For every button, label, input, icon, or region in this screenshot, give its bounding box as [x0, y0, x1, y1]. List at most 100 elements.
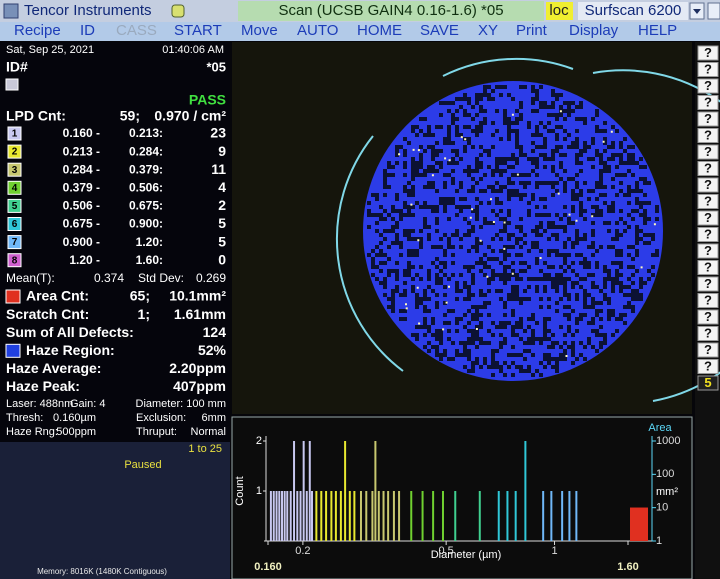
slot-box[interactable]	[697, 243, 719, 259]
cassette-state: Paused	[124, 459, 161, 471]
slot-box[interactable]	[697, 293, 719, 308]
count-label: Count	[234, 476, 246, 505]
menu-item[interactable]: HELP	[638, 22, 677, 39]
histogram-bar	[421, 491, 424, 541]
histogram-bar	[302, 441, 305, 541]
bin-icon[interactable]	[7, 253, 22, 268]
histogram-bar	[506, 491, 509, 541]
histogram-bar	[575, 491, 578, 541]
slot-status: ?	[704, 45, 712, 60]
menu-item[interactable]: Recipe	[14, 22, 61, 39]
slot-box[interactable]	[697, 78, 719, 94]
loc-box[interactable]	[546, 2, 573, 20]
histogram-bar	[542, 491, 545, 541]
bin-count: 0	[218, 251, 226, 267]
stat-icon[interactable]	[5, 343, 21, 358]
slot-box[interactable]	[697, 45, 719, 61]
slot-box[interactable]	[697, 342, 719, 358]
slot-box[interactable]	[697, 177, 719, 193]
menu-item[interactable]: ID	[80, 22, 95, 39]
menu-item[interactable]: Display	[569, 22, 619, 39]
bin-index: 6	[12, 219, 18, 230]
setting-label: Exclusion:	[136, 412, 186, 424]
id-icon[interactable]	[5, 78, 19, 91]
slot-box[interactable]	[697, 359, 719, 374]
slot-box[interactable]	[697, 161, 719, 176]
setting: Laser: 488nm	[6, 398, 73, 410]
bin-index: 3	[12, 165, 18, 176]
result: PASS	[189, 92, 226, 108]
bin-icon[interactable]	[7, 126, 22, 141]
id-value: *05	[206, 59, 226, 74]
slot-box[interactable]	[697, 210, 719, 226]
histogram-bar	[524, 441, 527, 541]
menu-item[interactable]: HOME	[357, 22, 402, 39]
bin-count: 4	[218, 179, 226, 195]
setting: Gain: 4	[70, 398, 105, 410]
menu-item[interactable]: XY	[478, 22, 498, 39]
scan-title: Scan (UCSB GAIN4 0.16-1.6) *05	[278, 2, 503, 19]
menu-item[interactable]: SAVE	[420, 22, 459, 39]
memory: Memory: 8016K (1480K Contiguous)	[37, 567, 167, 576]
histogram-bar	[310, 491, 313, 541]
stat-value: 124	[203, 324, 227, 340]
scroll-button[interactable]	[707, 2, 720, 20]
y2-tick-label: 10	[656, 502, 668, 514]
mean-value: 0.374	[94, 271, 124, 285]
slot-box[interactable]	[697, 227, 719, 242]
histogram-panel	[231, 416, 693, 579]
slot-box[interactable]	[697, 111, 719, 127]
lpd-label: LPD Cnt:	[6, 108, 66, 124]
slot-box[interactable]	[697, 276, 719, 292]
stat-label: Haze Average:	[6, 360, 101, 376]
slot-box[interactable]	[697, 375, 719, 391]
bin-icon[interactable]	[7, 144, 22, 159]
y2-tick-label: 1	[656, 535, 662, 547]
bin-high: 0.900:	[129, 217, 163, 231]
slot-box[interactable]	[697, 194, 719, 209]
slot-box[interactable]	[697, 95, 719, 110]
bin-index: 1	[12, 129, 18, 140]
std-value: 0.269	[196, 271, 226, 285]
slot-status: ?	[704, 111, 712, 126]
bin-icon[interactable]	[7, 162, 22, 177]
setting-value: 6mm	[202, 412, 226, 424]
slot-box[interactable]	[697, 260, 719, 275]
bin-count: 23	[210, 125, 226, 141]
bin-icon[interactable]	[7, 217, 22, 231]
setting-value: 500ppm	[56, 426, 96, 438]
histogram-bar	[299, 491, 302, 541]
menu-item[interactable]: Move	[241, 22, 278, 39]
menu-item[interactable]: CASS	[116, 22, 157, 39]
bin-icon[interactable]	[7, 235, 22, 250]
slot-status: ?	[704, 177, 712, 192]
x-tick-label: 1	[551, 545, 557, 557]
y-tick-label: 1	[256, 485, 262, 497]
loc-label[interactable]: loc	[549, 2, 569, 19]
stat-icon[interactable]	[5, 289, 21, 304]
bin-icon[interactable]	[7, 180, 22, 195]
stat-label: Haze Region:	[26, 342, 115, 358]
bin-count: 9	[218, 143, 226, 159]
model-field	[578, 2, 688, 20]
x-axis-label: Diameter (µm)	[431, 549, 502, 561]
slot-status: ?	[704, 276, 712, 291]
results-panel	[0, 42, 230, 442]
slot-box[interactable]	[697, 326, 719, 341]
bin-low: 0.675 -	[63, 217, 100, 231]
menu-item[interactable]: START	[174, 22, 222, 39]
db-icon	[171, 4, 185, 18]
histogram-bar	[441, 491, 444, 541]
slot-box[interactable]	[697, 144, 719, 160]
slot-status: ?	[704, 78, 712, 93]
time: 01:40:06 AM	[162, 44, 224, 56]
slot-box[interactable]	[697, 62, 719, 77]
histogram-bar	[550, 491, 553, 541]
stat-label: Scratch Cnt:	[6, 306, 89, 322]
menu-item[interactable]: Print	[516, 22, 548, 39]
menu-item[interactable]: AUTO	[297, 22, 338, 39]
bin-icon[interactable]	[7, 198, 22, 213]
slot-box[interactable]	[697, 309, 719, 325]
slot-box[interactable]	[697, 128, 719, 143]
wafer-ring	[336, 57, 720, 402]
